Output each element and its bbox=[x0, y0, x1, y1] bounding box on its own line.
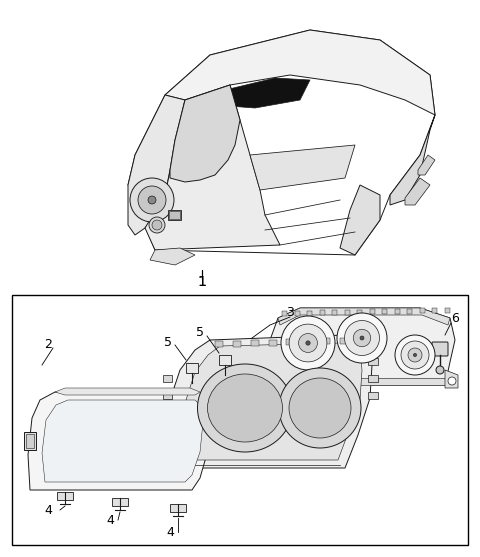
Circle shape bbox=[345, 320, 380, 355]
Circle shape bbox=[337, 313, 387, 363]
Bar bbox=[395, 309, 400, 314]
Circle shape bbox=[152, 220, 162, 230]
Bar bbox=[408, 309, 412, 314]
Bar bbox=[307, 311, 312, 315]
Text: 5: 5 bbox=[164, 335, 172, 349]
Circle shape bbox=[299, 334, 317, 353]
Polygon shape bbox=[182, 343, 362, 460]
Circle shape bbox=[138, 186, 166, 214]
FancyBboxPatch shape bbox=[432, 342, 448, 356]
Ellipse shape bbox=[207, 374, 283, 442]
Text: 1: 1 bbox=[198, 275, 206, 289]
Text: 4: 4 bbox=[44, 504, 52, 516]
Bar bbox=[340, 338, 348, 344]
Bar bbox=[432, 308, 437, 313]
Polygon shape bbox=[165, 335, 372, 468]
Bar bbox=[112, 498, 128, 506]
Bar bbox=[332, 310, 337, 315]
Bar bbox=[26, 434, 34, 448]
Bar bbox=[168, 210, 181, 220]
Polygon shape bbox=[128, 95, 185, 235]
Bar bbox=[251, 340, 259, 346]
Text: 2: 2 bbox=[44, 339, 52, 351]
Bar bbox=[24, 432, 36, 450]
Circle shape bbox=[448, 377, 456, 385]
Polygon shape bbox=[150, 248, 195, 265]
Circle shape bbox=[408, 348, 422, 362]
Circle shape bbox=[149, 217, 165, 233]
Polygon shape bbox=[55, 388, 200, 395]
Circle shape bbox=[413, 353, 417, 356]
Circle shape bbox=[281, 316, 335, 370]
Text: 6: 6 bbox=[451, 311, 459, 325]
Bar bbox=[445, 308, 450, 313]
Bar bbox=[170, 504, 186, 512]
Circle shape bbox=[401, 341, 429, 369]
Polygon shape bbox=[270, 378, 445, 385]
Bar bbox=[233, 340, 241, 346]
Bar bbox=[12, 295, 468, 545]
Bar bbox=[382, 309, 387, 314]
Polygon shape bbox=[405, 178, 430, 205]
Bar bbox=[368, 392, 378, 399]
Bar bbox=[295, 311, 300, 316]
Bar bbox=[269, 340, 276, 346]
Polygon shape bbox=[128, 30, 435, 255]
Circle shape bbox=[130, 178, 174, 222]
Polygon shape bbox=[42, 400, 203, 482]
Bar bbox=[287, 339, 294, 345]
Bar bbox=[420, 309, 425, 314]
Ellipse shape bbox=[279, 368, 361, 448]
Circle shape bbox=[353, 329, 371, 347]
Bar bbox=[322, 339, 330, 344]
FancyBboxPatch shape bbox=[186, 363, 198, 373]
Circle shape bbox=[360, 336, 364, 340]
Circle shape bbox=[395, 335, 435, 375]
Bar bbox=[282, 311, 287, 316]
Polygon shape bbox=[28, 392, 212, 490]
Polygon shape bbox=[265, 308, 455, 385]
Bar bbox=[368, 358, 378, 365]
Ellipse shape bbox=[289, 378, 351, 438]
Circle shape bbox=[256, 368, 264, 376]
Bar bbox=[215, 341, 223, 347]
Bar bbox=[163, 375, 172, 382]
Circle shape bbox=[306, 341, 310, 345]
Text: 1: 1 bbox=[198, 275, 206, 289]
Bar bbox=[304, 339, 312, 345]
Polygon shape bbox=[170, 85, 240, 182]
Bar bbox=[357, 310, 362, 315]
Text: 4: 4 bbox=[106, 514, 114, 526]
Bar bbox=[370, 309, 375, 314]
Circle shape bbox=[148, 196, 156, 204]
Polygon shape bbox=[165, 30, 435, 115]
Polygon shape bbox=[340, 185, 380, 255]
FancyBboxPatch shape bbox=[219, 355, 231, 365]
Polygon shape bbox=[250, 145, 355, 190]
Circle shape bbox=[436, 366, 444, 374]
Polygon shape bbox=[418, 155, 435, 175]
Ellipse shape bbox=[197, 364, 292, 452]
Polygon shape bbox=[145, 85, 280, 250]
Bar bbox=[320, 310, 324, 315]
Polygon shape bbox=[215, 78, 310, 108]
Text: 5: 5 bbox=[196, 325, 204, 339]
Bar bbox=[345, 310, 350, 315]
Polygon shape bbox=[278, 308, 450, 325]
Polygon shape bbox=[445, 370, 458, 388]
Bar bbox=[368, 375, 378, 382]
Circle shape bbox=[289, 324, 327, 362]
Text: 3: 3 bbox=[286, 305, 294, 319]
Polygon shape bbox=[390, 115, 435, 205]
Bar bbox=[169, 211, 180, 219]
Bar bbox=[163, 392, 172, 399]
Polygon shape bbox=[255, 362, 265, 380]
Text: 4: 4 bbox=[166, 525, 174, 539]
Bar bbox=[57, 492, 73, 500]
